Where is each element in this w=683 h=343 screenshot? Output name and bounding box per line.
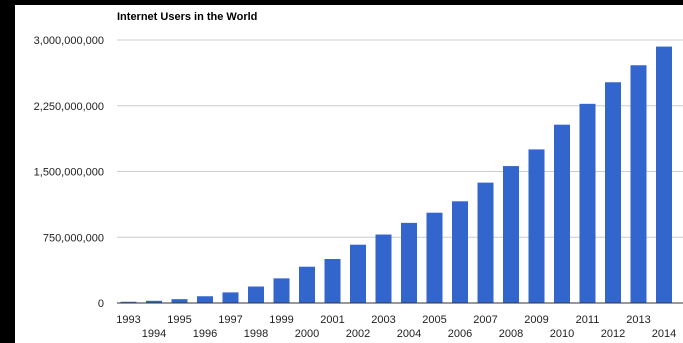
y-tick-label: 3,000,000,000 [34, 35, 104, 47]
x-tick-label: 1994 [142, 328, 166, 340]
bar-1994 [146, 300, 162, 303]
y-tick-label: 0 [98, 298, 104, 310]
bar-1993 [120, 301, 137, 303]
bar-2005 [426, 212, 443, 303]
x-tick-label: 2002 [346, 328, 370, 340]
bar-2003 [375, 234, 392, 303]
y-tick-label: 750,000,000 [43, 232, 104, 244]
bar-2008 [503, 166, 519, 303]
x-tick-label: 2012 [601, 328, 625, 340]
x-tick-label: 2003 [371, 314, 395, 326]
x-tick-label: 1993 [116, 314, 140, 326]
bar-2004 [401, 222, 417, 303]
bar-2010 [554, 124, 570, 303]
bar-2007 [477, 182, 494, 303]
gridlines [117, 39, 683, 238]
y-axis: 0 750,000,000 1,500,000,000 2,250,000,000 3,… [34, 35, 104, 310]
x-tick-label: 2014 [652, 328, 676, 340]
bar-1999 [273, 278, 290, 303]
x-tick-label: 2013 [626, 314, 650, 326]
y-tick-label: 1,500,000,000 [34, 167, 104, 179]
x-tick-label: 2010 [550, 328, 574, 340]
x-tick-label: 2001 [320, 314, 344, 326]
x-tick-label: 1999 [269, 314, 293, 326]
bars [117, 46, 683, 304]
x-tick-label: 2011 [576, 314, 600, 326]
bar-2013 [630, 65, 647, 303]
bar-1998 [248, 286, 264, 303]
x-tick-label: 2004 [397, 328, 421, 340]
x-tick-label: 1996 [193, 328, 217, 340]
bar-2014 [656, 46, 672, 303]
bar-2011 [579, 103, 596, 303]
y-tick-label: 2,250,000,000 [34, 101, 104, 113]
x-tick-label: 1997 [218, 314, 242, 326]
chart-title: Internet Users in the World [117, 11, 257, 23]
x-tick-label: 2000 [295, 328, 319, 340]
bar-2001 [324, 258, 341, 303]
x-tick-label: 2009 [524, 314, 548, 326]
bar-2006 [452, 201, 468, 303]
x-tick-label: 2006 [448, 328, 472, 340]
bar-1996 [197, 296, 213, 303]
x-tick-label: 2008 [499, 328, 523, 340]
x-tick-label: 2007 [473, 314, 497, 326]
bar-1997 [222, 292, 239, 303]
bar-1995 [171, 299, 188, 303]
x-tick-label: 1995 [167, 314, 191, 326]
bar-2012 [605, 82, 621, 303]
x-tick-label: 1998 [244, 328, 268, 340]
x-tick-label: 2005 [422, 314, 446, 326]
bar-2009 [528, 149, 545, 303]
bar-2002 [350, 244, 366, 303]
bar-2000 [299, 266, 315, 303]
chart-panel [15, 5, 683, 343]
x-axis: 1993199419951996199719981999200020012002… [116, 314, 676, 340]
